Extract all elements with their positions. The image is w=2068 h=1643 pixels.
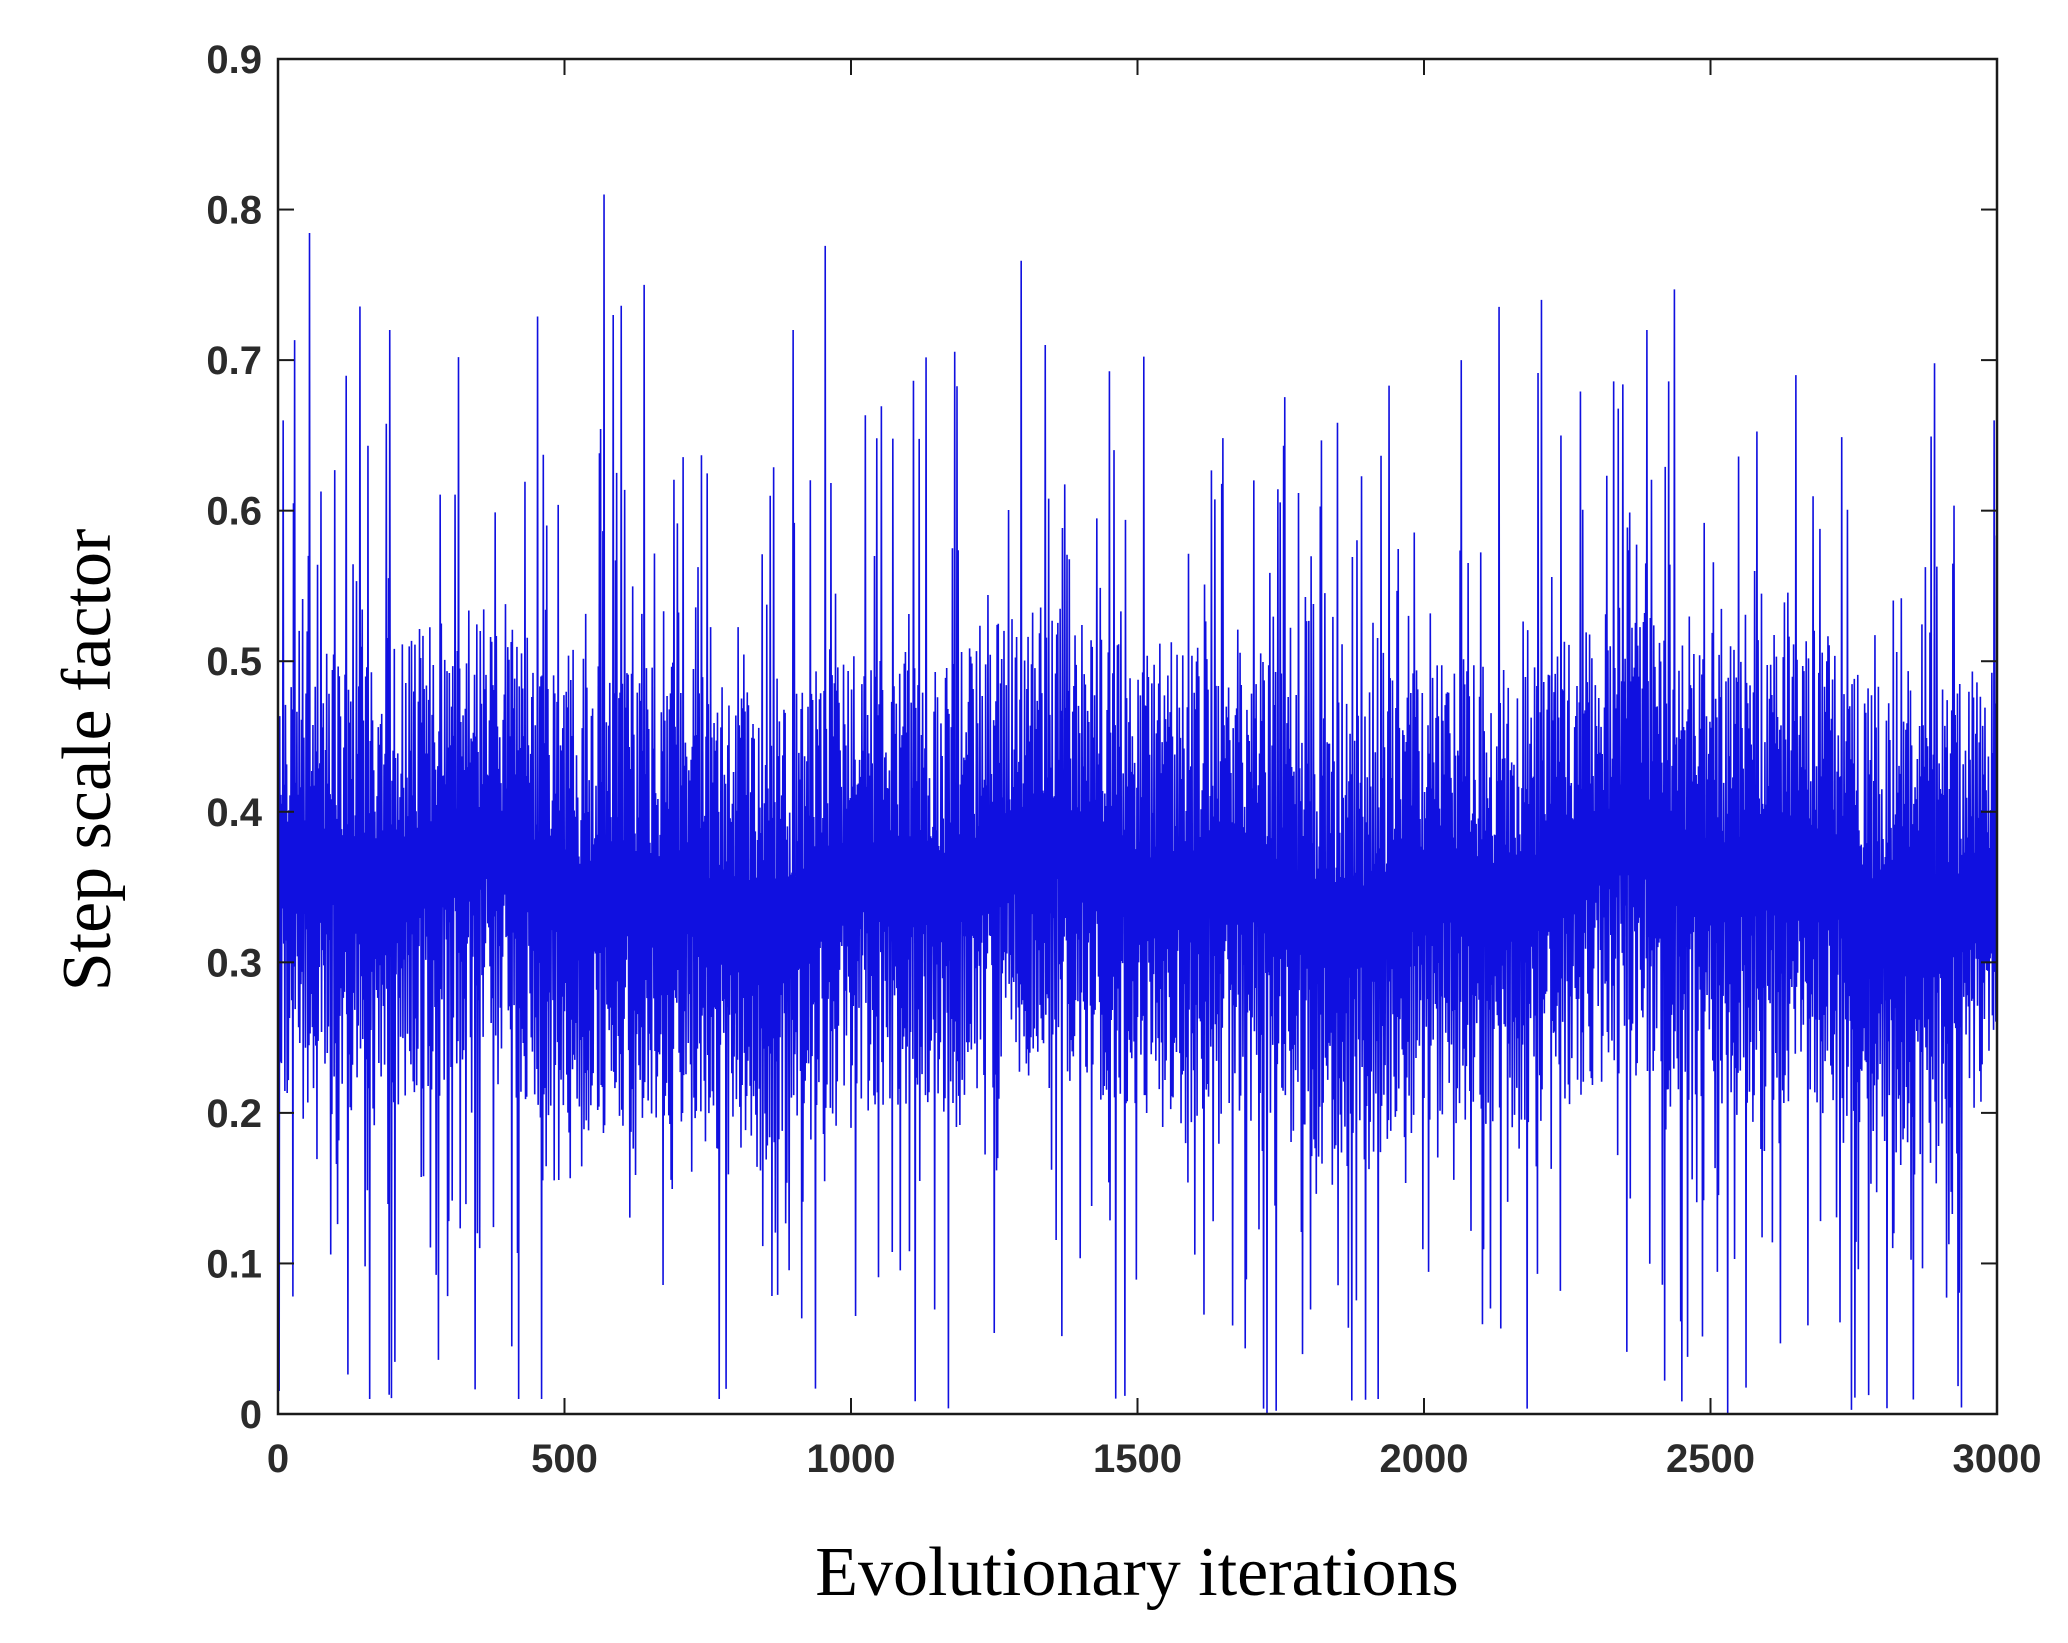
y-tick-label: 0.1 (206, 1242, 262, 1286)
series-line (277, 194, 1998, 1415)
x-tick-label: 500 (531, 1437, 598, 1481)
x-tick-label: 1500 (1093, 1437, 1182, 1481)
y-tick-label: 0.8 (206, 189, 262, 233)
x-tick-label: 1000 (807, 1437, 896, 1481)
y-axis-title: Step scale factor (49, 529, 126, 992)
axes-layer: 0 500 1000 1500 2000 2500 3000 0 0.1 0.2 0.3 0.4 0.5… (206, 38, 2041, 1481)
y-tick-label: 0.9 (206, 38, 262, 82)
x-axis-title: Evolutionary iterations (815, 1534, 1458, 1611)
x-tick-label: 0 (267, 1437, 289, 1481)
x-tick-label: 3000 (1953, 1437, 2042, 1481)
y-tick-label: 0.3 (206, 941, 262, 985)
y-tick-label: 0 (240, 1393, 262, 1437)
y-tick-label: 0.7 (206, 339, 262, 383)
y-tick-label: 0.4 (206, 791, 262, 835)
y-tick-label: 0.6 (206, 490, 262, 534)
x-tick-label: 2500 (1666, 1437, 1755, 1481)
series-layer (277, 194, 1998, 1415)
x-tick-label: 2000 (1380, 1437, 1469, 1481)
y-tick-label: 0.5 (206, 640, 262, 684)
y-tick-label: 0.2 (206, 1092, 262, 1136)
